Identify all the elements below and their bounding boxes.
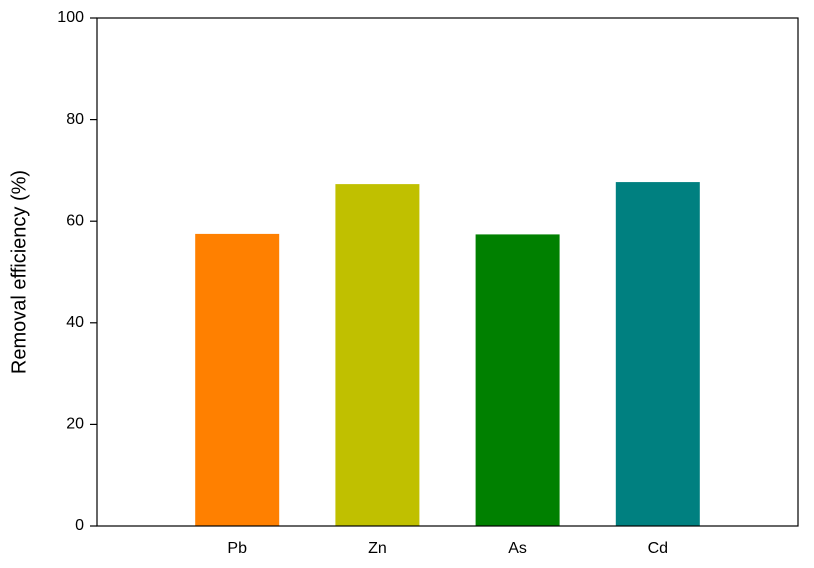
- bar: [335, 184, 420, 526]
- y-tick-label: 20: [66, 416, 84, 433]
- y-tick-label: 40: [66, 314, 84, 331]
- plot-frame: [96, 17, 799, 527]
- y-tick-label: 0: [75, 517, 84, 534]
- x-tick-label: Cd: [648, 540, 668, 557]
- x-tick-label: Zn: [368, 540, 387, 557]
- bar: [615, 182, 700, 527]
- y-tick-label: 60: [66, 212, 84, 229]
- x-tick-label: As: [508, 540, 527, 557]
- bar: [195, 233, 280, 526]
- bar: [475, 234, 560, 526]
- x-tick-label: Pb: [227, 540, 247, 557]
- y-tick-label: 80: [66, 111, 84, 128]
- y-tick-label: 100: [57, 9, 84, 26]
- y-axis-label: Removal efficiency (%): [8, 170, 30, 374]
